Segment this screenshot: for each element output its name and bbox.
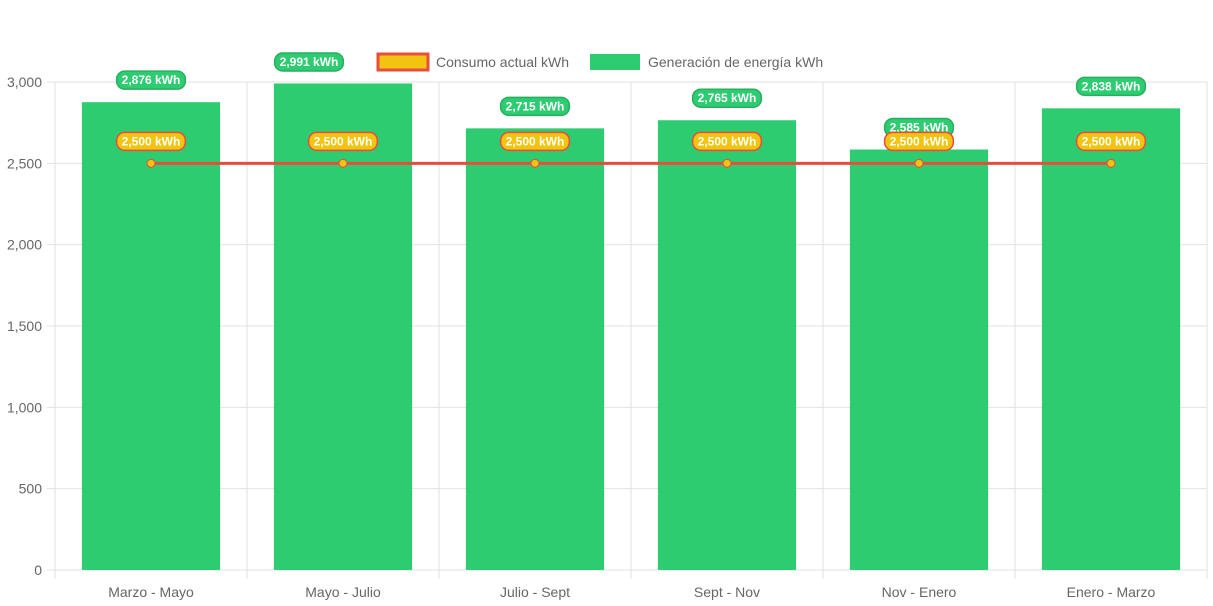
legend-swatch-consumo <box>376 52 430 72</box>
data-label-text: 2,500 kWh <box>314 134 373 148</box>
x-axis: Marzo - Mayo Mayo - Julio Julio - Sept Sept… <box>108 584 1155 600</box>
y-tick-label: 1,000 <box>7 399 42 415</box>
data-label-pill <box>883 131 955 152</box>
data-label-text: 2,500 kWh <box>698 134 757 148</box>
data-label-pill <box>1075 76 1147 97</box>
data-label-pill <box>499 131 571 152</box>
y-axis: 0 500 1,000 1,500 2,000 2,500 3,000 <box>7 74 42 578</box>
legend-item-generacion[interactable]: Generación de energía kWh <box>590 54 823 70</box>
data-label-pill <box>115 131 187 152</box>
data-label-text: 2,838 kWh <box>1082 79 1141 93</box>
data-label-text: 2,500 kWh <box>122 134 181 148</box>
data-label: 2,500 kWh <box>883 131 955 152</box>
y-tick-label: 0 <box>34 562 42 578</box>
legend-swatch-generacion <box>590 54 640 70</box>
data-label-text: 2,991 kWh <box>280 55 339 69</box>
data-label-text: 2,500 kWh <box>1082 134 1141 148</box>
data-label-text: 2,765 kWh <box>698 91 757 105</box>
bar[interactable] <box>657 120 797 570</box>
data-label: 2,500 kWh <box>307 131 379 152</box>
x-tick-label: Nov - Enero <box>882 584 957 600</box>
y-tick-label: 1,500 <box>7 318 42 334</box>
data-label-pill <box>1075 131 1147 152</box>
data-label-pill <box>691 131 763 152</box>
line-point[interactable] <box>530 158 540 168</box>
data-label: 2,765 kWh <box>691 88 763 108</box>
x-tick-label: Enero - Marzo <box>1067 584 1156 600</box>
data-label-text: 2,876 kWh <box>122 73 181 87</box>
bar[interactable] <box>849 149 989 571</box>
line-point[interactable] <box>1106 158 1116 168</box>
data-label-pill <box>307 131 379 152</box>
data-label: 2,991 kWh <box>273 52 345 72</box>
data-label-pill <box>691 88 763 108</box>
data-label: 2,838 kWh <box>1075 76 1147 97</box>
line-point[interactable] <box>914 158 924 168</box>
y-tick-label: 2,500 <box>7 155 42 171</box>
x-tick-label: Julio - Sept <box>500 584 570 600</box>
grid-lines <box>47 81 1208 579</box>
bar[interactable] <box>81 102 221 571</box>
legend-label-consumo: Consumo actual kWh <box>436 54 569 70</box>
bar[interactable] <box>465 128 605 571</box>
line-point[interactable] <box>338 158 348 168</box>
bar[interactable] <box>1041 108 1181 571</box>
x-tick-label: Marzo - Mayo <box>108 584 194 600</box>
line-point[interactable] <box>146 158 156 168</box>
data-label-pill <box>273 52 345 72</box>
data-label: 2,500 kWh <box>115 131 187 152</box>
data-label-text: 2,500 kWh <box>506 134 565 148</box>
data-label-text: 2,585 kWh <box>890 121 949 135</box>
x-tick-label: Sept - Nov <box>694 584 760 600</box>
data-label-text: 2,500 kWh <box>890 134 949 148</box>
y-tick-label: 500 <box>19 481 43 497</box>
line-series <box>146 158 1116 168</box>
data-label: 2,500 kWh <box>1075 131 1147 152</box>
data-label: 2,500 kWh <box>499 131 571 152</box>
bar-series <box>81 83 1181 571</box>
legend-label-generacion: Generación de energía kWh <box>648 54 823 70</box>
data-label-text: 2,715 kWh <box>506 99 565 113</box>
data-labels: 2,876 kWh 2,991 kWh 2,715 kWh 2,765 kWh 2,58… <box>115 52 1147 152</box>
legend-item-consumo[interactable]: Consumo actual kWh <box>376 52 569 72</box>
data-label: 2,876 kWh <box>115 70 187 90</box>
line-point[interactable] <box>722 158 732 168</box>
bar[interactable] <box>273 83 413 571</box>
data-label: 2,500 kWh <box>691 131 763 152</box>
data-label: 2,715 kWh <box>499 96 571 117</box>
x-tick-label: Mayo - Julio <box>305 584 381 600</box>
y-tick-label: 2,000 <box>7 237 42 253</box>
data-label-pill <box>115 70 187 90</box>
legend[interactable]: Consumo actual kWh Generación de energía… <box>376 52 823 72</box>
y-tick-label: 3,000 <box>7 74 42 90</box>
data-label-pill <box>499 96 571 117</box>
